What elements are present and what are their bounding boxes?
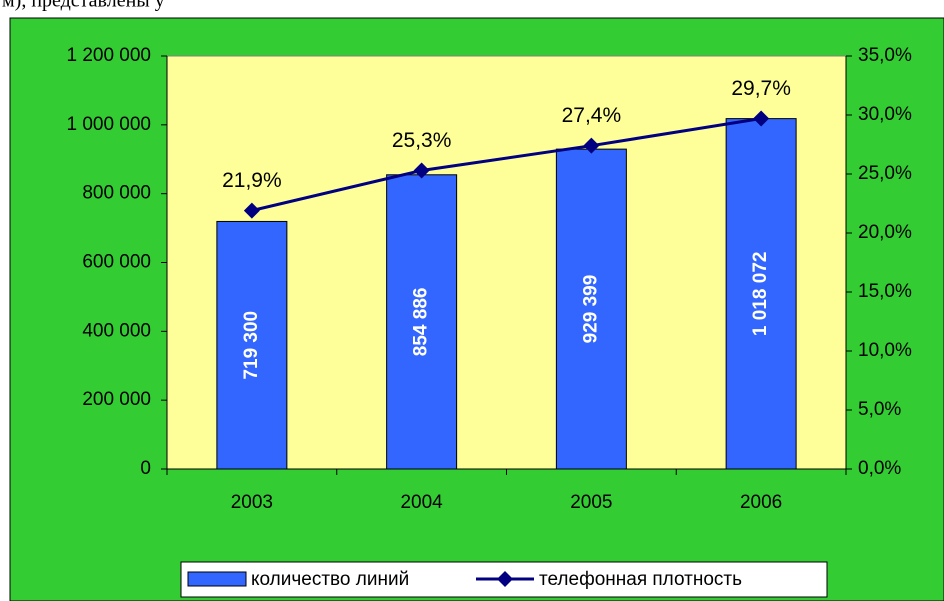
bar	[725, 118, 797, 470]
line-marker	[753, 110, 770, 127]
line-value-label: 27,4%	[562, 104, 622, 127]
y2-tick-label: 10,0%	[858, 340, 912, 361]
bar	[555, 148, 627, 470]
bar-value-label: 929 399	[580, 275, 601, 344]
x-tick-label: 2003	[231, 492, 273, 513]
legend-swatch	[187, 571, 247, 587]
y-tick-label: 400 000	[82, 320, 151, 341]
line-value-label: 25,3%	[392, 129, 452, 152]
caption: м), представлены у	[2, 0, 165, 12]
y2-tick-label: 20,0%	[858, 222, 912, 243]
x-tick-label: 2006	[740, 492, 782, 513]
y2-tick-label: 15,0%	[858, 281, 912, 302]
line-value-label: 29,7%	[731, 77, 791, 100]
y2-tick-label: 30,0%	[858, 104, 912, 125]
y-tick-label: 200 000	[82, 389, 151, 410]
x-tick-label: 2004	[400, 492, 443, 513]
bar-value-label: 854 886	[411, 288, 432, 357]
line-marker	[243, 202, 260, 219]
line-marker	[413, 162, 430, 179]
bar-value-label: 1 018 072	[750, 252, 771, 337]
legend-label: телефонная плотность	[539, 569, 742, 590]
y-tick-label: 1 200 000	[66, 45, 151, 66]
y-tick-label: 800 000	[82, 183, 151, 204]
legend-marker	[497, 571, 513, 587]
y2-tick-label: 0,0%	[858, 458, 901, 479]
x-tick-label: 2005	[570, 492, 612, 513]
line-marker	[583, 137, 600, 154]
bar-value-label: 719 300	[241, 311, 262, 380]
y-tick-label: 1 000 000	[66, 114, 151, 135]
y2-tick-label: 35,0%	[858, 45, 912, 66]
bar	[386, 174, 458, 470]
bar	[216, 220, 288, 470]
y-tick-label: 600 000	[82, 252, 151, 273]
legend-label: количество линий	[251, 569, 409, 590]
y-tick-label: 0	[140, 458, 151, 479]
line-value-label: 21,9%	[222, 169, 282, 192]
y2-tick-label: 5,0%	[858, 399, 901, 420]
y2-tick-label: 25,0%	[858, 163, 912, 184]
line-series	[251, 117, 762, 213]
